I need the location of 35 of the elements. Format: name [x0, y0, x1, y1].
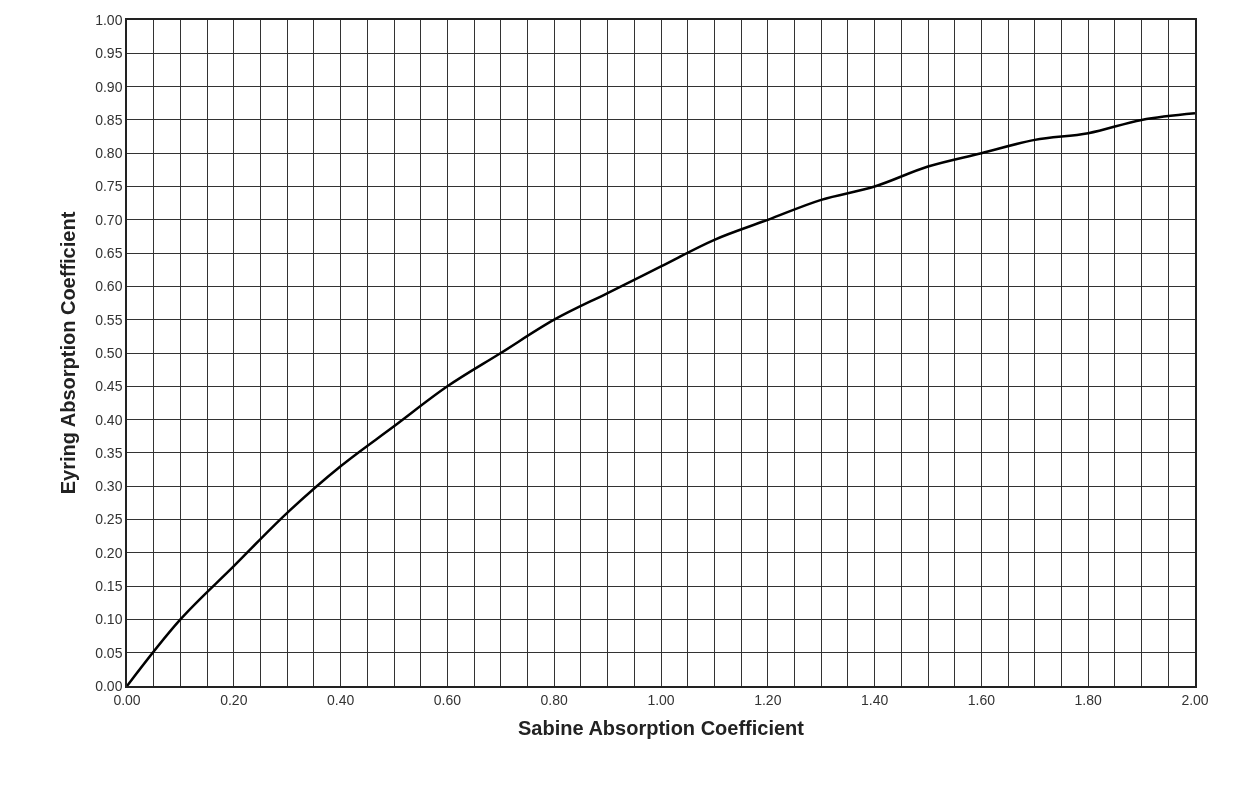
- y-tick-label: 0.20: [95, 544, 123, 561]
- x-tick-label: 2.00: [1181, 691, 1209, 708]
- y-tick-label: 0.95: [95, 45, 123, 62]
- x-tick-label: 0.00: [113, 691, 141, 708]
- y-tick-label: 0.55: [95, 311, 123, 328]
- x-tick-label: 1.80: [1074, 691, 1103, 708]
- x-tick-label: 0.60: [433, 691, 462, 708]
- x-tick-label: 0.20: [220, 691, 248, 708]
- y-tick-label: 0.15: [95, 578, 123, 594]
- y-tick-label: 0.25: [95, 511, 123, 528]
- y-tick-label: 0.35: [95, 444, 123, 461]
- y-tick-label: 0.60: [95, 278, 123, 295]
- x-tick-label: 1.40: [860, 691, 889, 708]
- y-tick-label: 0.65: [95, 245, 123, 261]
- x-axis-title: Sabine Absorption Coefficient: [518, 716, 805, 739]
- y-tick-label: 0.30: [95, 478, 123, 495]
- y-tick-label: 0.70: [95, 211, 123, 228]
- x-tick-label: 1.20: [754, 691, 782, 708]
- line-series: [127, 111, 1195, 686]
- y-tick-label: 0.80: [95, 145, 123, 162]
- y-tick-label: 0.00: [95, 677, 123, 694]
- x-tick-label: 0.80: [540, 691, 569, 708]
- y-tick-label: 0.05: [95, 644, 123, 661]
- y-tick-label: 0.45: [95, 378, 123, 395]
- y-tick-label: 0.40: [95, 411, 123, 428]
- x-tick-label: 1.00: [647, 691, 675, 708]
- y-tick-label: 0.10: [95, 611, 123, 628]
- x-tick-label: 1.60: [967, 691, 996, 708]
- y-tick-label: 1.00: [95, 11, 123, 28]
- y-tick-label: 0.85: [95, 111, 123, 128]
- y-axis-title: Eyring Absorption Coefficient: [57, 211, 80, 495]
- y-tick-label: 0.50: [95, 344, 123, 361]
- y-tick-label: 0.90: [95, 78, 123, 95]
- y-tick-label: 0.75: [95, 178, 123, 195]
- x-tick-label: 0.40: [326, 691, 355, 708]
